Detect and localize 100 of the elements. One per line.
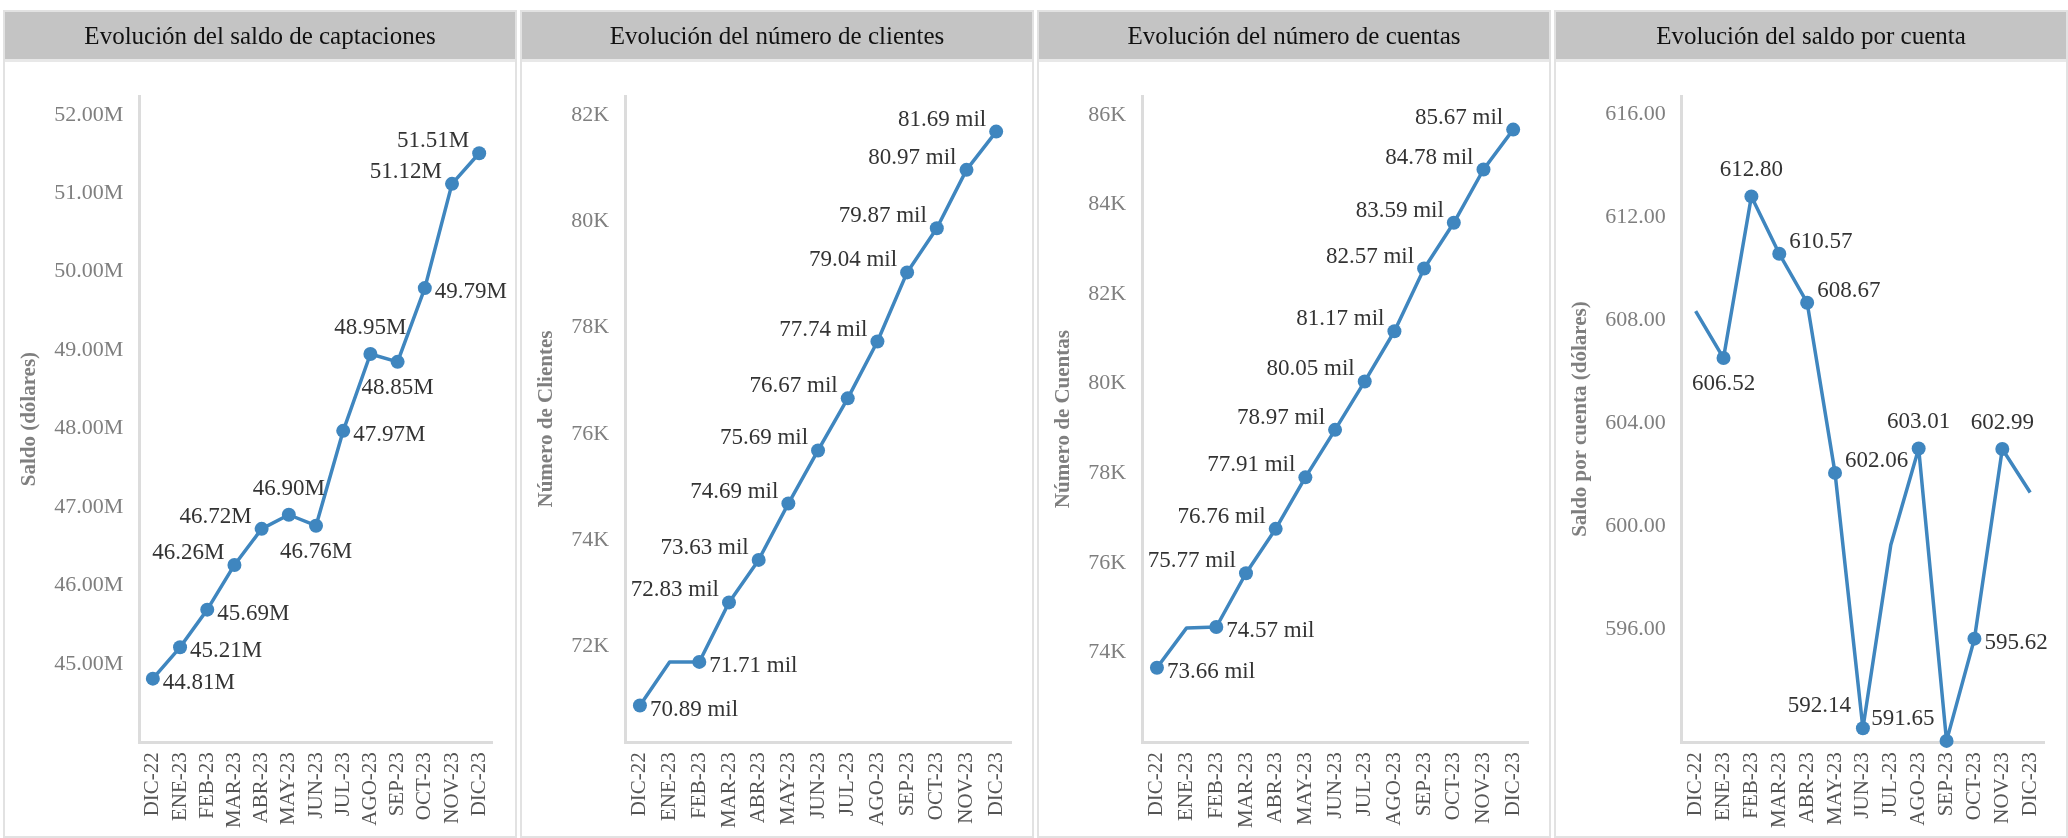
- data-label: 612.80: [1719, 156, 1784, 182]
- point: [1800, 295, 1815, 310]
- x-tick-label: SEP-23: [384, 752, 409, 817]
- y-tick-label: 74K: [1088, 638, 1127, 664]
- y-axis-title: Saldo por cuenta (dólares): [1567, 301, 1592, 537]
- y-tick-label: 616.00: [1605, 99, 1666, 125]
- data-label: 72.83 mil: [630, 576, 719, 602]
- point: [254, 521, 269, 536]
- point: [959, 162, 974, 177]
- point: [417, 281, 432, 296]
- y-tick-label: 600.00: [1605, 511, 1666, 537]
- y-tick-label: 52.00M: [54, 100, 124, 126]
- y-tick-label: 78K: [571, 313, 610, 339]
- point: [781, 496, 796, 511]
- data-label: 78.97 mil: [1236, 403, 1326, 429]
- x-tick-label: FEB-23: [685, 752, 710, 819]
- data-label: 80.97 mil: [868, 143, 957, 169]
- point: [1967, 631, 1982, 646]
- x-tick-label: DIC-22: [139, 752, 164, 817]
- data-label: 80.05 mil: [1266, 355, 1355, 381]
- data-label: 48.85M: [361, 373, 434, 399]
- point: [363, 346, 378, 361]
- x-tick-label: MAY-23: [275, 752, 300, 825]
- point: [200, 602, 215, 617]
- x-tick-label: DIC-23: [1499, 752, 1524, 817]
- x-tick-label: ABR-23: [248, 752, 273, 824]
- x-tick-label: OCT-23: [923, 752, 948, 821]
- point: [840, 391, 855, 406]
- point: [929, 221, 944, 236]
- data-label: 70.89 mil: [649, 695, 739, 721]
- point: [145, 671, 160, 686]
- y-tick-label: 51.00M: [54, 179, 124, 205]
- point: [1149, 660, 1164, 675]
- data-label: 51.12M: [369, 157, 442, 183]
- chart-title: Evolución del saldo por cuenta: [1556, 12, 2066, 62]
- x-tick-label: JUN-23: [1849, 752, 1874, 819]
- x-tick-label: OCT-23: [1440, 752, 1465, 821]
- data-label: 591.65: [1871, 704, 1935, 730]
- data-label: 85.67 mil: [1415, 103, 1504, 129]
- y-tick-label: 86K: [1088, 100, 1127, 126]
- x-tick-label: ABR-23: [745, 752, 770, 824]
- data-label: 74.57 mil: [1226, 617, 1315, 643]
- point: [227, 557, 242, 572]
- data-label: 45.69M: [217, 599, 290, 625]
- x-tick-label: MAY-23: [774, 752, 799, 825]
- x-tick-label: FEB-23: [1202, 752, 1227, 819]
- point: [811, 443, 826, 458]
- x-tick-label: FEB-23: [1737, 752, 1762, 819]
- data-label: 46.26M: [152, 538, 225, 564]
- y-tick-label: 82K: [1088, 279, 1127, 305]
- y-tick-label: 49.00M: [54, 335, 124, 361]
- data-label: 45.21M: [190, 637, 263, 663]
- x-tick-label: JUL-23: [1351, 752, 1376, 817]
- y-tick-label: 76K: [571, 419, 610, 445]
- x-tick-label: ENE-23: [1710, 752, 1735, 821]
- x-tick-label: JUL-23: [834, 752, 859, 817]
- point: [751, 552, 766, 567]
- x-tick-label: DIC-23: [982, 752, 1007, 817]
- point: [1506, 122, 1521, 137]
- y-tick-label: 45.00M: [54, 649, 124, 675]
- x-tick-label: JUL-23: [1877, 752, 1902, 817]
- x-tick-label: NOV-23: [1470, 752, 1495, 824]
- x-tick-label: JUN-23: [302, 752, 327, 819]
- x-tick-label: MAR-23: [1232, 752, 1257, 829]
- x-tick-label: MAY-23: [1821, 752, 1846, 825]
- data-label: 608.67: [1817, 276, 1881, 302]
- data-label: 602.99: [1970, 408, 2034, 434]
- y-tick-label: 47.00M: [54, 492, 124, 518]
- y-tick-label: 78K: [1088, 459, 1127, 485]
- x-tick-label: JUN-23: [804, 752, 829, 819]
- x-tick-label: SEP-23: [893, 752, 918, 817]
- point: [1209, 620, 1224, 634]
- y-axis-title: Número de Cuentas: [1050, 330, 1075, 509]
- data-label: 46.76M: [279, 537, 353, 563]
- data-label: 83.59 mil: [1355, 196, 1444, 222]
- point: [472, 146, 487, 161]
- point: [1939, 733, 1954, 748]
- data-label: 71.71 mil: [709, 651, 798, 677]
- y-tick-label: 48.00M: [54, 414, 124, 440]
- data-label: 603.01: [1887, 408, 1951, 434]
- x-tick-label: SEP-23: [1933, 752, 1958, 817]
- data-label: 79.04 mil: [808, 246, 898, 272]
- x-tick-label: DIC-22: [626, 752, 651, 817]
- point: [1476, 162, 1491, 177]
- data-label: 49.79M: [434, 278, 507, 304]
- point: [870, 334, 885, 349]
- data-label: 73.63 mil: [660, 533, 749, 559]
- x-tick-label: NOV-23: [1988, 752, 2013, 824]
- data-label: 74.69 mil: [690, 477, 779, 503]
- x-tick-label: JUL-23: [329, 752, 354, 817]
- data-label: 51.51M: [396, 127, 470, 153]
- point: [632, 698, 647, 713]
- data-label: 79.87 mil: [838, 202, 927, 228]
- data-label: 46.72M: [179, 502, 252, 528]
- x-tick-label: FEB-23: [193, 752, 218, 819]
- data-label: 73.66 mil: [1166, 657, 1256, 683]
- data-label: 82.57 mil: [1325, 242, 1415, 268]
- point: [1744, 189, 1759, 204]
- data-label: 81.69 mil: [898, 105, 987, 131]
- y-tick-label: 84K: [1088, 190, 1127, 216]
